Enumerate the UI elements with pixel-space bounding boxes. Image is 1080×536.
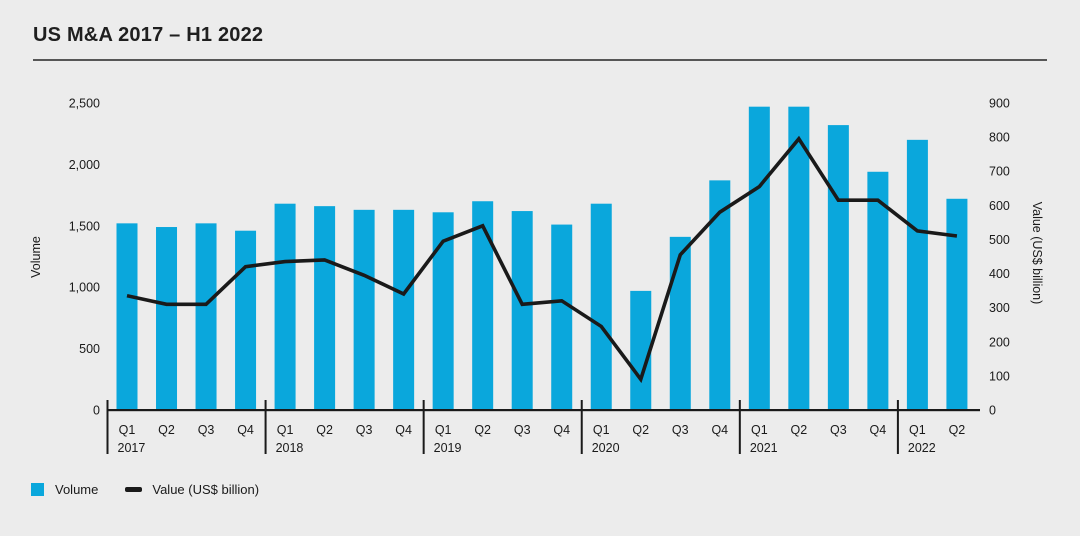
year-separator-tick <box>422 400 425 454</box>
quarter-tick-label: Q4 <box>553 423 570 437</box>
year-label: 2018 <box>276 441 304 455</box>
left-axis-tick-label: 1,000 <box>69 281 100 295</box>
quarter-tick-label: Q2 <box>158 423 175 437</box>
volume-bar <box>590 203 612 410</box>
quarter-tick-label: Q2 <box>949 423 966 437</box>
quarter-tick-label: Q4 <box>395 423 412 437</box>
quarter-tick-label: Q1 <box>751 423 768 437</box>
quarter-tick-label: Q1 <box>909 423 926 437</box>
left-axis-tick-label: 2,000 <box>69 158 100 172</box>
volume-bar <box>274 203 296 410</box>
right-axis-tick-label: 800 <box>989 131 1010 145</box>
volume-bar <box>195 223 217 410</box>
legend-volume-label: Volume <box>55 482 99 497</box>
legend-value-label: Value (US$ billion) <box>152 482 260 497</box>
quarter-tick-label: Q1 <box>593 423 610 437</box>
year-separator-tick <box>264 400 267 454</box>
right-axis-title: Value (US$ billion) <box>1030 202 1044 305</box>
year-separator-tick <box>106 400 109 454</box>
volume-bar <box>867 171 889 410</box>
year-label: 2020 <box>592 441 620 455</box>
left-axis-tick-label: 500 <box>79 342 100 356</box>
volume-bar <box>353 209 375 410</box>
quarter-tick-label: Q3 <box>830 423 847 437</box>
quarter-tick-label: Q1 <box>435 423 452 437</box>
value-line-icon <box>125 487 143 492</box>
quarter-tick-label: Q2 <box>316 423 333 437</box>
year-label: 2021 <box>750 441 778 455</box>
right-axis-tick-label: 200 <box>989 335 1010 349</box>
volume-bar <box>709 180 731 410</box>
quarter-tick-label: Q3 <box>672 423 689 437</box>
quarter-tick-label: Q4 <box>711 423 728 437</box>
quarter-tick-label: Q2 <box>790 423 807 437</box>
year-separator-tick <box>580 400 583 454</box>
left-axis-title: Volume <box>29 236 43 278</box>
volume-bar <box>235 230 257 410</box>
title-divider <box>33 59 1047 61</box>
right-axis-tick-label: 700 <box>989 165 1010 179</box>
year-label: 2022 <box>908 441 936 455</box>
volume-bar <box>827 125 849 410</box>
x-axis-line <box>106 409 980 412</box>
volume-bar <box>116 223 138 410</box>
quarter-tick-label: Q4 <box>870 423 887 437</box>
legend-item-value: Value (US$ billion) <box>125 482 259 497</box>
right-axis-tick-label: 600 <box>989 199 1010 213</box>
year-label: 2019 <box>434 441 462 455</box>
right-axis-tick-label: 500 <box>989 233 1010 247</box>
value-line <box>126 135 958 384</box>
year-separator-tick <box>738 400 741 454</box>
volume-bar <box>788 106 810 411</box>
volume-bar <box>511 211 533 410</box>
volume-bar <box>314 206 336 410</box>
right-axis-tick-label: 400 <box>989 267 1010 281</box>
quarter-tick-label: Q1 <box>119 423 136 437</box>
year-label: 2017 <box>118 441 146 455</box>
volume-bar <box>630 290 652 410</box>
right-axis-tick-label: 300 <box>989 301 1010 315</box>
left-axis-tick-label: 1,500 <box>69 219 100 233</box>
volume-bar <box>472 201 494 410</box>
quarter-tick-label: Q3 <box>198 423 215 437</box>
quarter-tick-label: Q2 <box>474 423 491 437</box>
volume-bar <box>551 224 573 410</box>
legend-item-volume: Volume <box>31 482 98 497</box>
chart-title: US M&A 2017 – H1 2022 <box>33 24 264 46</box>
chart-legend: Volume Value (US$ billion) <box>31 482 259 497</box>
volume-swatch-icon <box>31 483 44 496</box>
left-axis-tick-label: 2,500 <box>69 97 100 111</box>
year-separator-tick <box>896 400 899 454</box>
volume-bar <box>432 212 454 410</box>
volume-bar <box>906 139 928 410</box>
volume-bar <box>156 227 178 410</box>
quarter-tick-label: Q3 <box>514 423 531 437</box>
volume-bar <box>748 106 770 411</box>
quarter-tick-label: Q1 <box>277 423 294 437</box>
volume-bar <box>946 198 968 410</box>
volume-bar <box>393 209 415 410</box>
right-axis-tick-label: 900 <box>989 97 1010 111</box>
volume-bar <box>669 236 691 410</box>
left-axis-tick-label: 0 <box>93 404 100 418</box>
quarter-tick-label: Q2 <box>632 423 649 437</box>
right-axis-tick-label: 100 <box>989 369 1010 383</box>
right-axis-tick-label: 0 <box>989 404 996 418</box>
quarter-tick-label: Q4 <box>237 423 254 437</box>
quarter-tick-label: Q3 <box>356 423 373 437</box>
